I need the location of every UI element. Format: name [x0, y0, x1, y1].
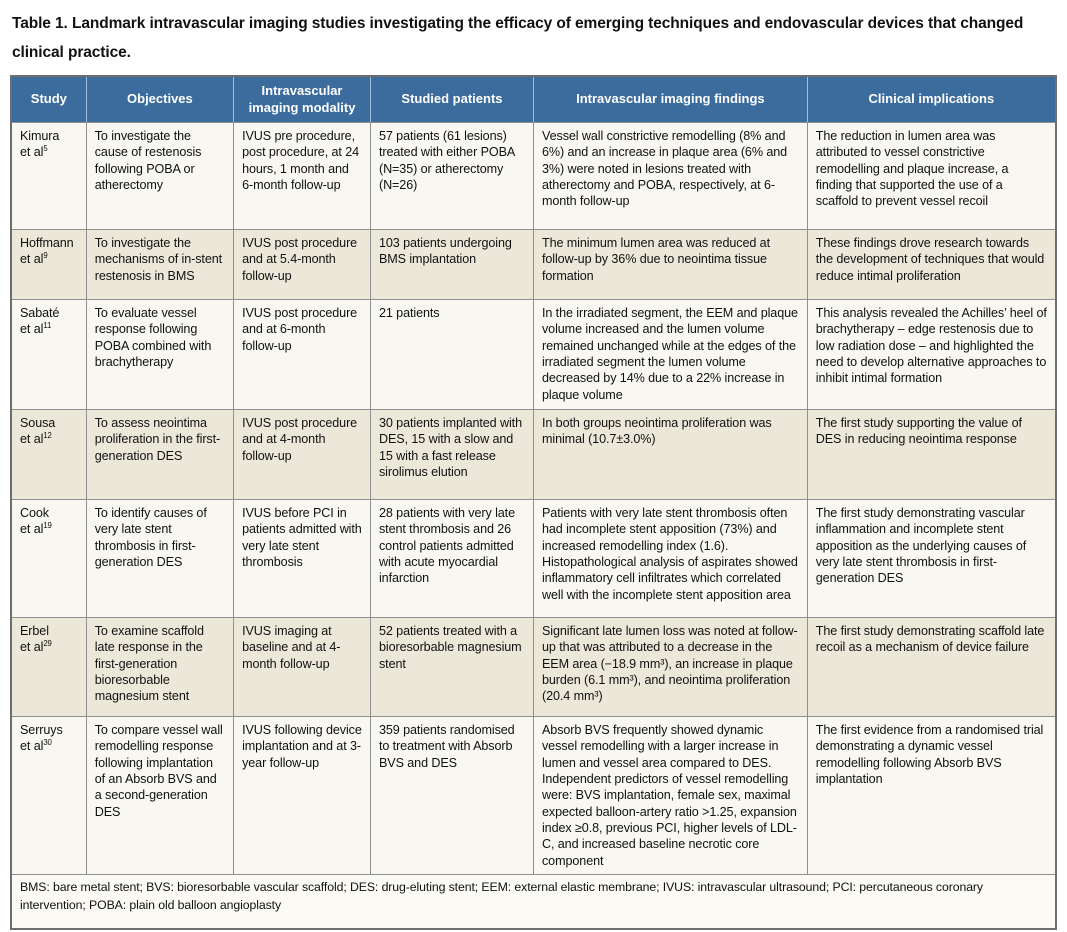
objectives-cell: To assess neointima proliferation in the… [85, 408, 235, 500]
study-name: Serruys [20, 722, 63, 737]
reference-superscript: 30 [43, 738, 52, 748]
reference-superscript: 12 [43, 431, 52, 441]
reference-superscript: 5 [43, 144, 48, 154]
table-row: Cook et al19 To identify causes of very l… [10, 498, 1057, 618]
modality-cell: IVUS pre procedure, post procedure, at 2… [233, 121, 371, 230]
modality-cell: IVUS imaging at baseline and at 4-month … [233, 616, 371, 717]
patients-cell: 57 patients (61 lesions) treated with ei… [369, 121, 534, 230]
column-header-implications: Clinical implications [806, 75, 1057, 123]
study-name: Sabaté [20, 305, 60, 320]
study-etal: et al [20, 322, 44, 337]
table-row: Sabaté et al11 To evaluate vessel respons… [10, 298, 1057, 410]
column-header-study: Study [10, 75, 87, 123]
modality-cell: IVUS before PCI in patients admitted wit… [233, 498, 371, 618]
modality-cell: IVUS post procedure and at 5.4-month fol… [233, 228, 371, 300]
study-etal: et al [20, 522, 44, 537]
implications-cell: These findings drove research towards th… [806, 228, 1057, 300]
study-name: Sousa [20, 415, 56, 430]
findings-cell: Absorb BVS frequently showed dynamic ves… [532, 715, 808, 876]
table-title: Table 1. Landmark intravascular imaging … [12, 15, 1024, 61]
study-cell: Hoffmann et al9 [10, 228, 87, 300]
study-cell: Kimura et al5 [10, 121, 87, 230]
objectives-cell: To identify causes of very late stent th… [85, 498, 235, 618]
implications-cell: The first evidence from a randomised tri… [806, 715, 1057, 876]
implications-cell: This analysis revealed the Achilles’ hee… [806, 298, 1057, 410]
patients-cell: 21 patients [369, 298, 534, 410]
modality-cell: IVUS following device implantation and a… [233, 715, 371, 876]
study-etal: et al [20, 640, 44, 655]
abbreviations-footnote: BMS: bare metal stent; BVS: bioresorbabl… [10, 874, 1057, 930]
patients-cell: 30 patients implanted with DES, 15 with … [369, 408, 534, 500]
study-name: Erbel [20, 623, 49, 638]
table-row: Hoffmann et al9 To investigate the mechan… [10, 228, 1057, 300]
findings-cell: In both groups neointima proliferation w… [532, 408, 808, 500]
column-header-modality: Intravascular imaging modality [233, 75, 371, 123]
objectives-cell: To examine scaffold late response in the… [85, 616, 235, 717]
header-row: Study Objectives Intravascular imaging m… [10, 75, 1057, 123]
implications-cell: The first study demonstrating vascular i… [806, 498, 1057, 618]
study-name: Cook [20, 505, 49, 520]
study-etal: et al [20, 145, 44, 160]
patients-cell: 52 patients treated with a bioresorbable… [369, 616, 534, 717]
modality-cell: IVUS post procedure and at 6-month follo… [233, 298, 371, 410]
studies-table: Study Objectives Intravascular imaging m… [10, 75, 1057, 930]
study-name: Hoffmann [20, 235, 74, 250]
findings-cell: In the irradiated segment, the EEM and p… [532, 298, 808, 410]
reference-superscript: 29 [43, 639, 52, 649]
study-name: Kimura [20, 128, 60, 143]
findings-cell: Vessel wall constrictive remodelling (8%… [532, 121, 808, 230]
study-etal: et al [20, 739, 44, 754]
reference-superscript: 19 [43, 521, 52, 531]
table-header: Study Objectives Intravascular imaging m… [10, 75, 1057, 123]
table-row: Sousa et al12 To assess neointima prolife… [10, 408, 1057, 500]
patients-cell: 103 patients undergoing BMS implantation [369, 228, 534, 300]
patients-cell: 359 patients randomised to treatment wit… [369, 715, 534, 876]
implications-cell: The first study demonstrating scaffold l… [806, 616, 1057, 717]
column-header-patients: Studied patients [369, 75, 534, 123]
column-header-findings: Intravascular imaging findings [532, 75, 808, 123]
footnote-row: BMS: bare metal stent; BVS: bioresorbabl… [10, 874, 1057, 930]
table-row: Erbel et al29 To examine scaffold late re… [10, 616, 1057, 717]
column-header-objectives: Objectives [85, 75, 235, 123]
study-cell: Erbel et al29 [10, 616, 87, 717]
objectives-cell: To investigate the cause of restenosis f… [85, 121, 235, 230]
objectives-cell: To compare vessel wall remodelling respo… [85, 715, 235, 876]
modality-cell: IVUS post procedure and at 4-month follo… [233, 408, 371, 500]
study-etal: et al [20, 252, 44, 267]
study-cell: Sabaté et al11 [10, 298, 87, 410]
study-cell: Serruys et al30 [10, 715, 87, 876]
findings-cell: The minimum lumen area was reduced at fo… [532, 228, 808, 300]
study-cell: Sousa et al12 [10, 408, 87, 500]
study-cell: Cook et al19 [10, 498, 87, 618]
patients-cell: 28 patients with very late stent thrombo… [369, 498, 534, 618]
study-etal: et al [20, 432, 44, 447]
implications-cell: The first study supporting the value of … [806, 408, 1057, 500]
table-row: Serruys et al30 To compare vessel wall re… [10, 715, 1057, 876]
reference-superscript: 11 [43, 321, 52, 331]
reference-superscript: 9 [43, 251, 48, 261]
implications-cell: The reduction in lumen area was attribut… [806, 121, 1057, 230]
findings-cell: Patients with very late stent thrombosis… [532, 498, 808, 618]
objectives-cell: To evaluate vessel response following PO… [85, 298, 235, 410]
table-row: Kimura et al5 To investigate the cause of… [10, 121, 1057, 230]
objectives-cell: To investigate the mechanisms of in-sten… [85, 228, 235, 300]
findings-cell: Significant late lumen loss was noted at… [532, 616, 808, 717]
